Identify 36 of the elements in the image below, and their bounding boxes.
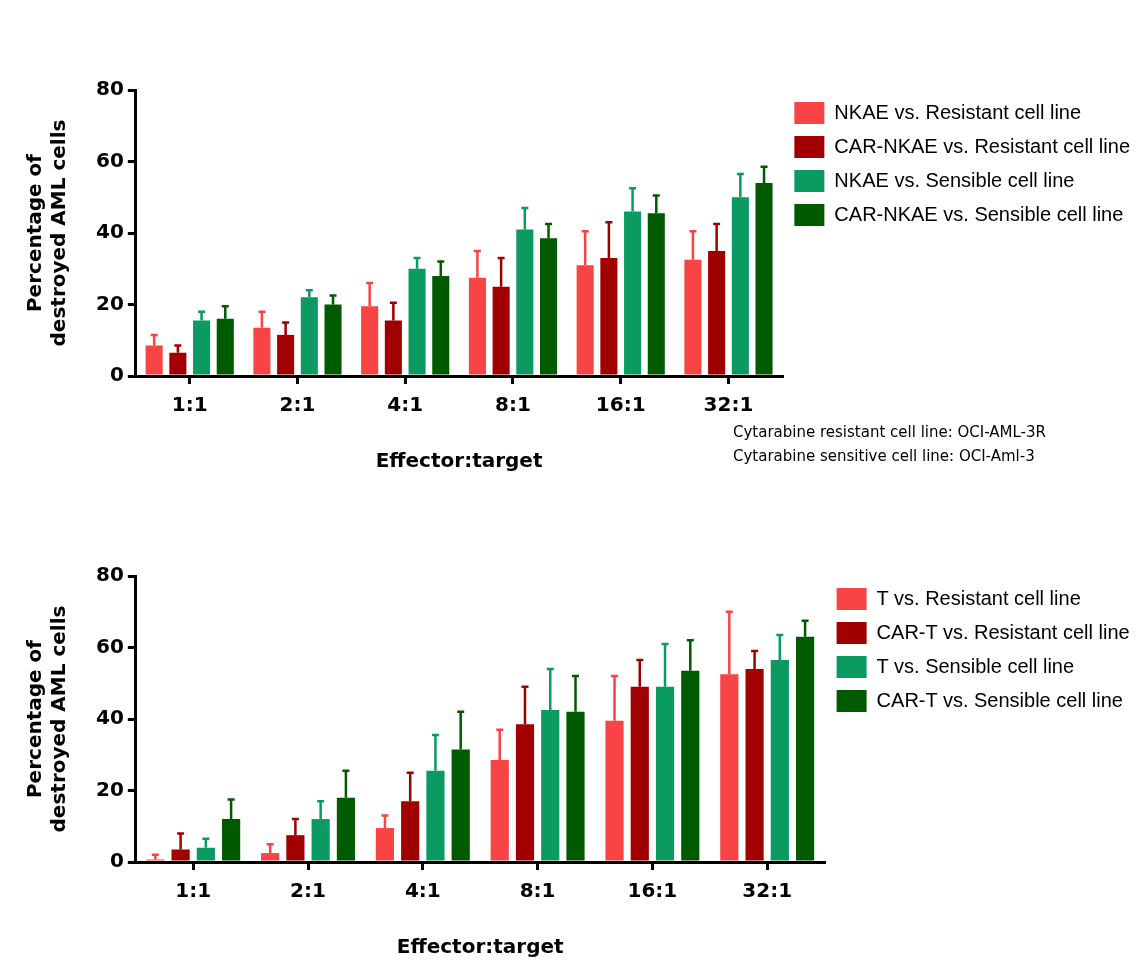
- x-tick-label: 4:1: [387, 392, 424, 417]
- x-tick-label: 32:1: [742, 878, 793, 903]
- text: Cytarabine sensitive cell line: OCI-Aml-3: [733, 446, 1036, 467]
- x-tick-label: 16:1: [595, 392, 646, 417]
- legend-label: CAR-T vs. Sensible cell line: [876, 688, 1123, 711]
- legend-label: NKAE vs. Resistant cell line: [834, 100, 1082, 123]
- y-tick-label: 60: [95, 633, 124, 658]
- x-tick-label: 8:1: [519, 878, 556, 903]
- legend-label: CAR-T vs. Resistant cell line: [876, 620, 1130, 643]
- legend-label: T vs. Resistant cell line: [876, 586, 1081, 609]
- x-axis-title: Effector:target: [396, 934, 565, 959]
- y-tick-label: 20: [95, 776, 124, 801]
- y-tick-label: 40: [95, 219, 124, 244]
- y-tick-label: 20: [95, 290, 124, 315]
- y-tick-label: 80: [95, 562, 124, 587]
- y-tick-label: 0: [109, 848, 124, 873]
- x-tick-label: 1:1: [171, 392, 208, 417]
- x-tick-label: 2:1: [279, 392, 316, 417]
- x-axis-title: Effector:target: [375, 448, 543, 473]
- y-tick-label: 80: [95, 76, 124, 101]
- y-axis-title: Percentage of destroyed AML cells: [22, 119, 71, 347]
- legend-label: T vs. Sensible cell line: [876, 654, 1075, 677]
- legend-label: NKAE vs. Sensible cell line: [834, 168, 1075, 191]
- text: Cytarabine resistant cell line: OCI-AML-3R: [733, 422, 1047, 443]
- y-tick-label: 0: [109, 362, 124, 387]
- legend-label: CAR-NKAE vs. Sensible cell line: [834, 202, 1124, 225]
- x-tick-label: 4:1: [404, 878, 441, 903]
- x-tick-label: 2:1: [290, 878, 326, 903]
- x-tick-label: 16:1: [627, 878, 678, 903]
- legend-label: CAR-NKAE vs. Resistant cell line: [834, 134, 1131, 157]
- y-tick-label: 60: [95, 147, 124, 172]
- x-tick-label: 32:1: [703, 392, 754, 417]
- y-tick-label: 40: [95, 705, 124, 730]
- y-axis-title: Percentage of destroyed AML cells: [22, 605, 71, 833]
- x-tick-label: 8:1: [495, 392, 531, 417]
- x-tick-label: 1:1: [175, 878, 212, 903]
